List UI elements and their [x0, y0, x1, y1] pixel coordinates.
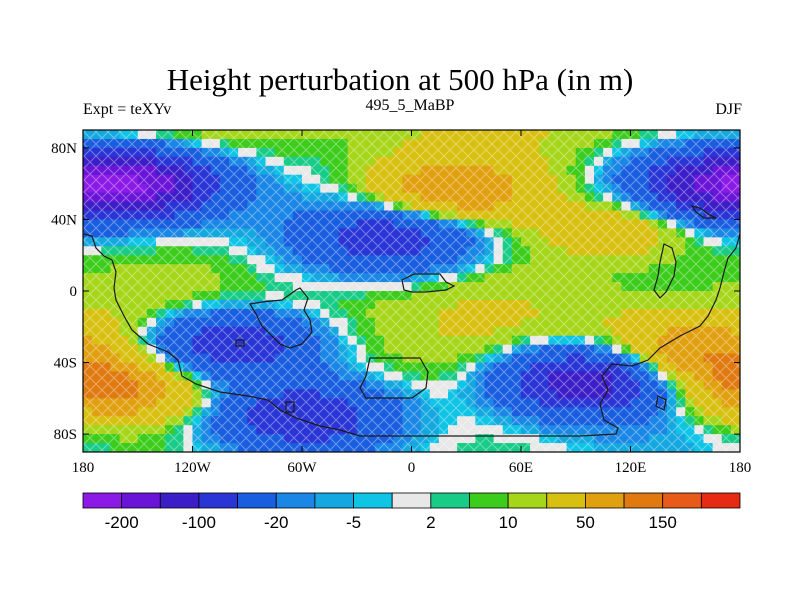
colorbar-label: -100: [182, 513, 216, 532]
y-tick-label: 40N: [51, 212, 77, 228]
colorbar-swatch: [430, 492, 470, 509]
x-tick-label: 120E: [615, 460, 647, 476]
colorbar-swatch: [353, 492, 393, 509]
colorbar-swatch: [585, 492, 625, 509]
y-tick-label: 80S: [54, 427, 77, 443]
colorbar-swatch: [469, 492, 509, 509]
x-tick-label: 0: [408, 460, 416, 476]
coastline-south-pacific: [655, 395, 667, 411]
colorbar-swatch: [391, 492, 432, 509]
coastline-equatorial-island: [401, 273, 456, 293]
y-tick-label: 0: [70, 284, 78, 300]
colorbar-swatch: [700, 492, 741, 509]
colorbar-label: -5: [346, 513, 361, 532]
coastlines: [83, 205, 740, 437]
colorbar-swatch: [507, 492, 548, 509]
period-label: 495_5_MaBP: [365, 97, 455, 114]
colorbar-swatch: [198, 492, 238, 509]
colorbar-swatch: [275, 492, 316, 509]
chart-title: Height perturbation at 500 hPa (in m): [166, 62, 634, 97]
coastline-south-america-east: [249, 287, 313, 349]
x-tick-label: 60W: [287, 460, 317, 476]
season-label: DJF: [715, 101, 742, 118]
colorbar-swatch: [82, 492, 123, 509]
coastline-north-west-pacific: [690, 205, 717, 219]
colorbar-swatch: [121, 492, 161, 509]
coastline-antarctica-inlet: [285, 401, 295, 413]
x-tick-label: 180: [72, 460, 95, 476]
coastline-maritime: [653, 243, 677, 299]
colorbar-swatch: [237, 492, 277, 509]
x-tick-label: 120W: [174, 460, 212, 476]
colorbar-label: 50: [576, 513, 595, 532]
colorbar-label: 10: [499, 513, 518, 532]
coastline-africa-island: [359, 357, 429, 399]
colorbar-swatch: [159, 492, 200, 509]
colorbar-label: 150: [649, 513, 677, 532]
y-tick-label: 80N: [51, 141, 77, 157]
x-tick-label: 60E: [509, 460, 533, 476]
stipple-overlay: [83, 130, 740, 452]
colorbar-label: 2: [426, 513, 435, 532]
colorbar: -200 -100 -20 -5 2 10 50 150: [82, 492, 741, 532]
x-axis: 180 120W 60W 0 60E 120E 180: [72, 130, 752, 476]
y-axis: 80N 40N 0 40S 80S: [51, 141, 740, 443]
colorbar-swatch: [314, 492, 354, 509]
coastline-south-america: [83, 233, 740, 437]
colorbar-label: -20: [264, 513, 289, 532]
coastline-island-small: [235, 339, 245, 347]
colorbar-label: -200: [105, 513, 139, 532]
y-tick-label: 40S: [54, 356, 77, 372]
experiment-label: Expt = teXYv: [83, 101, 172, 118]
x-tick-label: 180: [729, 460, 752, 476]
colorbar-swatch: [662, 492, 702, 509]
colorbar-swatch: [623, 492, 664, 509]
colorbar-swatch: [546, 492, 586, 509]
